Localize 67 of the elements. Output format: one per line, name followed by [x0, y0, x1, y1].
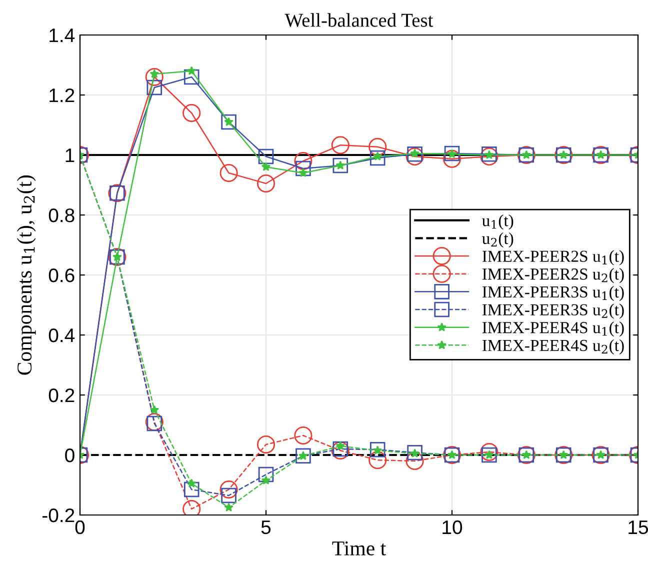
point [294, 152, 312, 170]
point [368, 138, 387, 156]
point [221, 114, 236, 130]
point [256, 174, 276, 193]
point [220, 480, 238, 499]
y-tick-label: 1.2 [50, 88, 74, 102]
point [261, 476, 271, 485]
point [186, 478, 196, 488]
point [368, 451, 387, 470]
y-tick-label: 0.6 [48, 268, 74, 282]
point [145, 412, 164, 432]
point [407, 444, 422, 460]
point [332, 441, 348, 457]
point [480, 442, 498, 462]
point [370, 442, 386, 458]
legend-label: IMEX-PEER3S u$_{2}$(t) [482, 304, 624, 319]
y-tick-label: 1 [66, 148, 74, 162]
x-tick-label: 15 [628, 520, 648, 534]
point [258, 148, 274, 164]
point [482, 146, 497, 162]
x-axis-title: Time t [332, 541, 386, 556]
legend-label: IMEX-PEER2S u$_{2}$(t) [482, 268, 624, 284]
point [331, 441, 350, 460]
point [146, 416, 162, 432]
point [146, 80, 162, 96]
legend-label: IMEX-PEER4S u$_{2}$(t) [482, 339, 624, 354]
chart-title: Well-balanced Test [284, 13, 434, 27]
legend-label: IMEX-PEER3S u$_{1}$(t) [482, 286, 624, 301]
point [256, 435, 276, 454]
x-tick-label: 0 [75, 520, 85, 534]
legend-label: IMEX-PEER2S u$_{1}$(t) [482, 250, 624, 266]
point [331, 136, 350, 154]
point [145, 68, 164, 86]
x-tick-label: 10 [442, 520, 462, 534]
x-tick-label: 5 [261, 520, 271, 534]
point [220, 164, 238, 182]
point [442, 150, 462, 168]
y-tick-label: 0.8 [48, 208, 74, 222]
point [261, 162, 271, 172]
point [150, 405, 160, 414]
point [221, 488, 236, 504]
point [407, 146, 422, 162]
legend-label: u$_{1}$(t) [482, 214, 514, 230]
point [182, 104, 201, 122]
y-tick-label: 0 [65, 448, 74, 462]
point [406, 452, 424, 470]
point [296, 160, 311, 176]
point [332, 158, 348, 174]
legend-label: u$_{2}$(t) [482, 232, 514, 248]
point [186, 66, 196, 76]
point [296, 448, 311, 464]
y-tick-label: 0.2 [48, 388, 74, 402]
point [444, 146, 460, 162]
y-tick-label: 1.4 [50, 28, 75, 42]
y-tick-label: -0.2 [42, 508, 74, 522]
point [482, 447, 497, 463]
point [370, 150, 386, 166]
y-tick-label: 0.4 [48, 328, 75, 342]
point [294, 426, 312, 445]
point [480, 147, 498, 166]
point [406, 147, 424, 166]
legend-label: IMEX-PEER4S u$_{1}$(t) [482, 322, 624, 337]
point [224, 502, 234, 512]
point [184, 482, 200, 498]
y-axis-title: Components u$_{1}$(t), u$_{2}$(t) [16, 175, 36, 375]
point [258, 466, 274, 482]
point [184, 69, 200, 85]
